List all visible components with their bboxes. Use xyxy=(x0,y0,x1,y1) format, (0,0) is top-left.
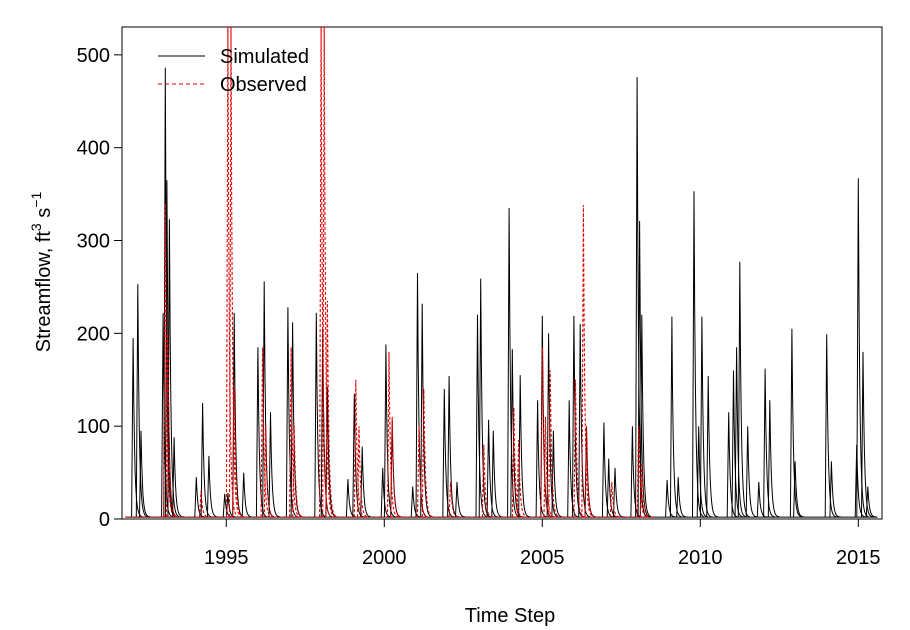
peak-observed-27 xyxy=(581,205,594,518)
peak-observed-1 xyxy=(165,333,178,518)
peak-observed-18 xyxy=(421,388,434,518)
legend: Simulated Observed xyxy=(158,46,309,96)
peak-simulated-37 xyxy=(486,419,499,518)
peak-simulated-70 xyxy=(763,368,775,518)
peak-observed-25 xyxy=(548,370,561,518)
peak-simulated-74 xyxy=(824,334,837,518)
x-tick-label-2000: 2000 xyxy=(362,547,407,569)
peak-observed-10 xyxy=(319,27,332,518)
peak-observed-12 xyxy=(325,300,338,518)
peak-simulated-56 xyxy=(639,314,652,518)
legend-label-simulated: Simulated xyxy=(220,46,309,68)
peak-simulated-64 xyxy=(726,412,739,518)
peak-simulated-63 xyxy=(706,375,718,518)
peak-observed-28 xyxy=(584,426,597,518)
peak-simulated-68 xyxy=(745,426,758,518)
peak-observed-8 xyxy=(289,347,301,518)
plot-frame xyxy=(121,26,883,520)
peak-observed-29 xyxy=(609,481,622,518)
peak-simulated-72 xyxy=(789,328,802,518)
series-observed xyxy=(125,27,657,518)
peak-observed-30 xyxy=(636,426,649,518)
peak-observed-17 xyxy=(416,426,429,518)
peak-simulated-24 xyxy=(352,393,365,518)
peak-simulated-58 xyxy=(669,316,682,518)
y-tick-label-400: 400 xyxy=(77,138,110,160)
peak-observed-31 xyxy=(639,463,652,518)
peak-simulated-19 xyxy=(290,322,303,518)
series-layer xyxy=(125,27,878,518)
y-tick-label-100: 100 xyxy=(77,416,110,438)
peak-simulated-71 xyxy=(767,400,780,518)
peak-simulated-33 xyxy=(447,375,459,518)
peak-simulated-69 xyxy=(756,481,769,518)
peak-simulated-78 xyxy=(861,351,873,518)
x-axis-title: Time Step xyxy=(465,605,555,627)
peak-observed-9 xyxy=(292,426,305,518)
y-axis-title: Streamflow, ft3 s−1 xyxy=(28,192,55,353)
x-tick-label-2005: 2005 xyxy=(520,547,565,569)
peak-simulated-79 xyxy=(865,486,878,518)
peak-observed-24 xyxy=(543,416,556,518)
peak-simulated-0 xyxy=(131,337,143,518)
peak-simulated-14 xyxy=(241,472,254,518)
peak-observed-13 xyxy=(353,379,366,518)
y-tick-label-0: 0 xyxy=(99,509,110,531)
axis-layer: 1995 2000 2005 2010 2015 0 100 200 300 400 500 xyxy=(77,45,881,569)
peak-observed-19 xyxy=(448,481,461,518)
series-simulated xyxy=(125,67,878,518)
peak-observed-26 xyxy=(573,379,586,518)
x-tick-label-2010: 2010 xyxy=(678,547,723,569)
peak-simulated-66 xyxy=(734,347,747,518)
y-tick-label-500: 500 xyxy=(77,45,110,67)
peak-simulated-38 xyxy=(491,430,504,518)
peak-simulated-41 xyxy=(518,375,530,518)
peak-simulated-51 xyxy=(606,458,619,518)
peak-simulated-10 xyxy=(206,455,219,518)
peak-observed-0 xyxy=(163,203,176,518)
peak-simulated-36 xyxy=(478,278,491,518)
peak-simulated-50 xyxy=(601,422,614,518)
x-tick-label-2015: 2015 xyxy=(836,547,881,569)
peak-observed-5 xyxy=(232,387,244,518)
peak-simulated-62 xyxy=(699,316,712,518)
y-tick-label-200: 200 xyxy=(77,323,110,345)
y-tick-label-300: 300 xyxy=(77,231,110,253)
peak-observed-23 xyxy=(540,347,553,518)
peak-observed-16 xyxy=(390,416,402,518)
peak-observed-7 xyxy=(263,426,276,518)
peak-simulated-17 xyxy=(268,412,281,518)
peak-observed-2 xyxy=(198,491,211,518)
peak-observed-11 xyxy=(322,27,335,518)
peak-observed-15 xyxy=(386,351,399,518)
peak-simulated-2 xyxy=(139,430,151,518)
peak-observed-6 xyxy=(260,347,273,518)
peak-simulated-42 xyxy=(535,400,548,518)
peak-simulated-1 xyxy=(135,284,148,518)
peak-simulated-59 xyxy=(676,477,688,518)
peak-simulated-60 xyxy=(692,191,704,518)
x-tick-label-1995: 1995 xyxy=(204,547,249,569)
peak-observed-21 xyxy=(511,407,524,518)
peak-simulated-6 xyxy=(167,219,180,518)
peak-simulated-54 xyxy=(635,77,648,518)
peak-simulated-34 xyxy=(455,481,467,518)
peak-observed-14 xyxy=(356,426,369,518)
peak-simulated-67 xyxy=(737,261,750,518)
peak-observed-4 xyxy=(228,27,242,518)
peak-observed-3 xyxy=(225,27,238,518)
peak-simulated-52 xyxy=(613,467,625,518)
legend-label-observed: Observed xyxy=(220,74,307,96)
